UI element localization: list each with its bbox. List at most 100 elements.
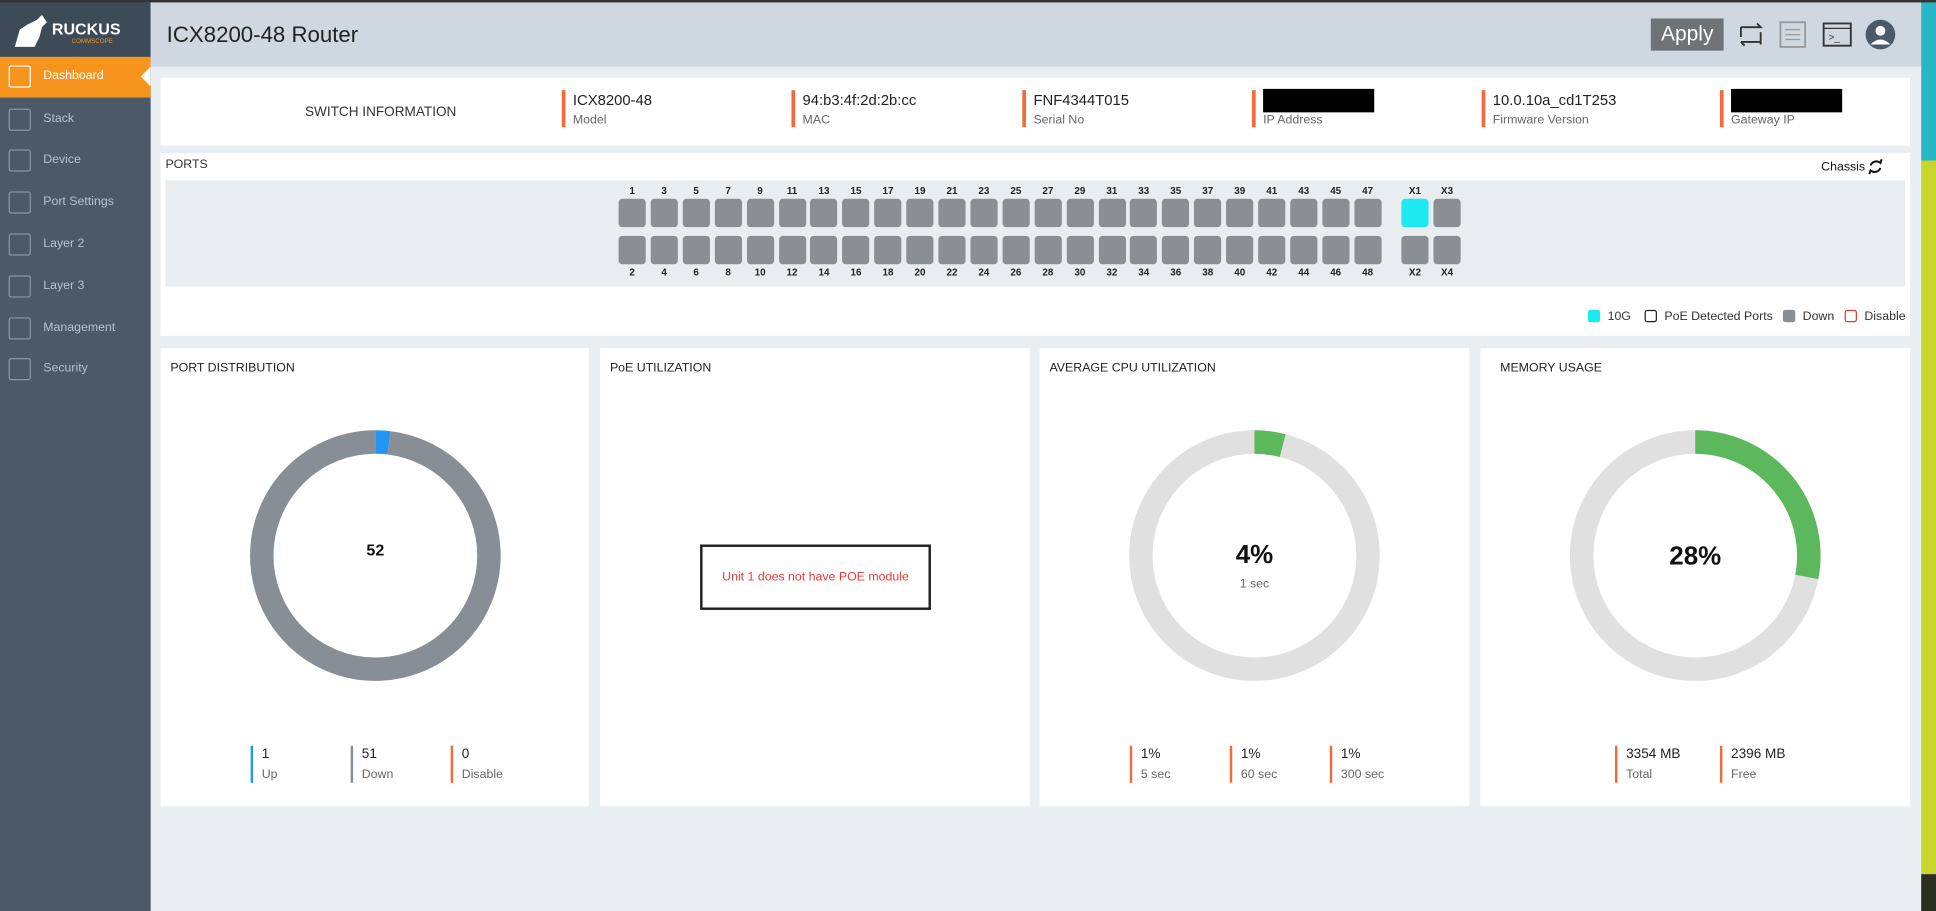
port[interactable] [1002,235,1030,265]
port[interactable] [1226,198,1254,228]
menu-item[interactable]: Layer 3 [43,279,85,293]
port[interactable] [842,198,870,228]
port[interactable] [650,235,678,265]
port[interactable] [682,235,710,265]
port[interactable] [618,198,646,228]
edge-strip [1921,874,1936,911]
stat-label: 300 sec [1340,767,1385,782]
save-icon[interactable] [1779,21,1807,48]
port-label: 12 [786,266,798,278]
legend-swatch [1587,309,1601,323]
port[interactable] [1162,198,1190,228]
port-label: 48 [1362,266,1374,278]
port-label: 40 [1234,266,1246,278]
port[interactable] [938,235,966,265]
port-label: 1 [629,185,635,197]
port-label: 26 [1010,266,1022,278]
port[interactable] [970,235,998,265]
port[interactable] [618,235,646,265]
user-icon[interactable] [1865,19,1896,50]
menu-item-active[interactable] [0,56,151,98]
port[interactable] [874,235,902,265]
port-label: 11 [786,185,798,197]
port-label: 21 [946,185,958,197]
port[interactable] [778,235,806,265]
port[interactable] [1322,235,1350,265]
menu-item[interactable]: Port Settings [43,195,114,209]
logo-sub: COMMSCOPE [71,38,113,46]
port[interactable] [874,198,902,228]
port[interactable] [714,198,742,228]
panel-heading: PORTS [165,158,208,172]
port[interactable] [1258,235,1286,265]
port[interactable] [682,198,710,228]
port[interactable] [810,235,838,265]
port[interactable] [810,198,838,228]
view-toggle[interactable]: Chassis [1821,160,1866,175]
menu-item[interactable]: Security [43,361,88,376]
port[interactable] [1433,235,1461,265]
port[interactable] [1098,235,1126,265]
port[interactable] [1130,198,1158,228]
port-label: 44 [1298,266,1310,278]
port[interactable] [906,235,934,265]
port[interactable] [1034,198,1062,228]
donut-chart [1569,430,1821,681]
port[interactable] [970,198,998,228]
stat-value: 51 [361,746,377,762]
port[interactable] [1098,198,1126,228]
info-accent [1022,90,1027,128]
port-label: 24 [978,266,990,278]
port-label: 38 [1202,266,1214,278]
menu-icon [8,65,31,88]
port[interactable] [1194,235,1222,265]
swap-icon[interactable] [1739,22,1763,47]
menu-item[interactable]: Management [43,321,116,335]
menu-icon [8,149,31,172]
port-label: 36 [1170,266,1182,278]
stat-label: 5 sec [1140,767,1171,782]
port[interactable] [1130,235,1158,265]
port[interactable] [1290,198,1318,228]
menu-item[interactable]: Layer 2 [43,237,85,251]
port[interactable] [714,235,742,265]
port-label: 31 [1106,185,1118,197]
menu-icon [8,233,31,256]
port[interactable] [906,198,934,228]
refresh-icon[interactable] [1867,157,1884,177]
donut-chart [250,430,501,681]
legend-swatch [1644,309,1657,323]
port[interactable] [1226,235,1254,265]
port[interactable] [1290,235,1318,265]
port[interactable] [842,235,870,265]
menu-item[interactable]: Dashboard [43,69,104,83]
menu-item[interactable]: Device [43,153,81,167]
port[interactable] [1433,198,1461,228]
port[interactable] [1002,198,1030,228]
logo-dog [14,14,47,47]
port[interactable] [650,198,678,228]
port[interactable] [1034,235,1062,265]
port[interactable] [1162,235,1190,265]
port[interactable] [746,198,774,228]
port[interactable] [1066,198,1094,228]
sidebar: RUCKUS COMMSCOPE Dashboard Stack Device Por… [0,2,151,911]
info-value: 10.0.10a_cd1T253 [1492,91,1617,109]
port[interactable] [1354,235,1382,265]
port[interactable] [1322,198,1350,228]
console-icon[interactable]: >_ [1822,22,1852,47]
port[interactable] [1194,198,1222,228]
port[interactable] [1066,235,1094,265]
port-label: 13 [818,185,830,197]
port[interactable] [1354,198,1382,228]
apply-button[interactable]: Apply [1650,18,1724,51]
port[interactable] [1401,198,1429,228]
menu-item[interactable]: Stack [43,112,75,126]
port[interactable] [1401,235,1429,265]
port[interactable] [746,235,774,265]
port-label: 9 [757,185,763,197]
stat-label: 60 sec [1240,767,1278,782]
port[interactable] [778,198,806,228]
port[interactable] [938,198,966,228]
port[interactable] [1258,198,1286,228]
